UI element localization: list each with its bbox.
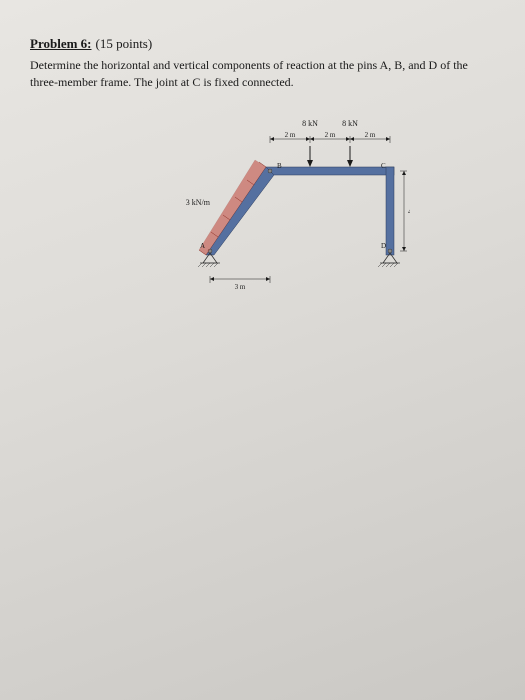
frame-diagram: 8 kN 8 kN 2 m 2 m 2 m 3 kN/m B C A D 3 m… [170,101,410,301]
load-label-2: 8 kN [342,119,358,128]
dist-load-shape [199,160,266,255]
problem-points: (15 points) [96,36,153,51]
problem-text: Determine the horizontal and vertical co… [30,57,495,91]
problem-header: Problem 6: (15 points) [30,35,495,53]
dim-span2: 2 m [325,131,336,139]
dist-load-label: 3 kN/m [186,198,211,207]
pin-b [268,169,272,173]
dim-offset: 3 m [235,283,246,291]
point-d-label: D [381,242,386,250]
member-ab [206,167,274,255]
problem-title: Problem 6: [30,36,92,51]
member-cd [386,167,394,255]
member-bc [266,167,394,175]
point-c-label: C [381,162,386,170]
dim-height: 4 m [408,208,410,216]
dim-span1: 2 m [285,131,296,139]
load-label-1: 8 kN [302,119,318,128]
point-a-label: A [200,242,205,250]
dim-span3: 2 m [365,131,376,139]
diagram-svg: 8 kN 8 kN 2 m 2 m 2 m 3 kN/m B C A D 3 m… [170,101,410,301]
point-b-label: B [277,162,282,170]
